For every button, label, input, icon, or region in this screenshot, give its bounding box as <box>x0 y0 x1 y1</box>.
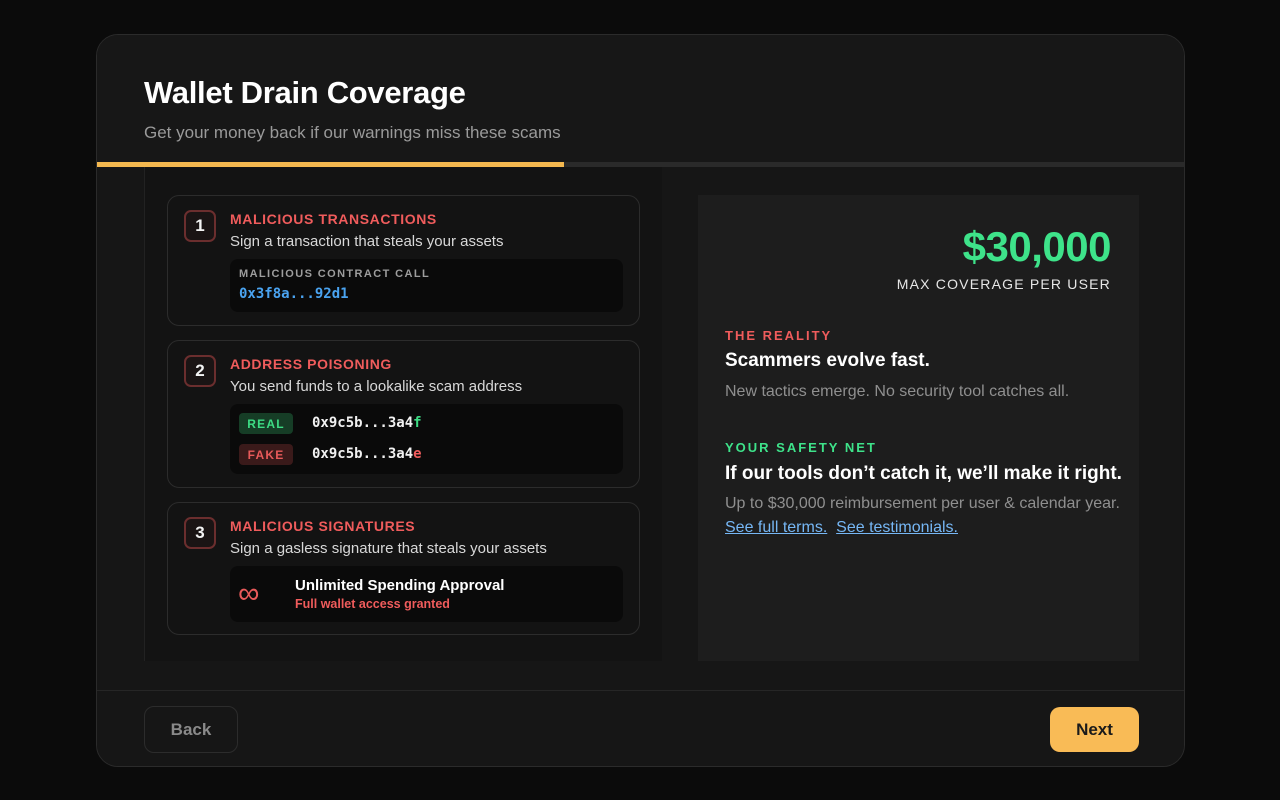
back-button[interactable]: Back <box>144 706 238 753</box>
fake-address: 0x9c5b...3a4e <box>312 446 422 462</box>
address-compare-box: REAL 0x9c5b...3a4f FAKE 0x9c5b...3a4e <box>230 404 623 474</box>
approval-box: ∞ Unlimited Spending Approval Full walle… <box>230 566 623 622</box>
safety-net-text: Up to $30,000 reimbursement per user & c… <box>725 492 1125 540</box>
step-number: 3 <box>184 517 216 549</box>
approval-subtitle: Full wallet access granted <box>295 597 450 611</box>
step-number: 1 <box>184 210 216 242</box>
coverage-modal: Wallet Drain Coverage Get your money bac… <box>96 34 1185 767</box>
card-description: You send funds to a lookalike scam addre… <box>230 378 523 395</box>
contract-call-box: MALICIOUS CONTRACT CALL 0x3f8a...92d1 <box>230 259 623 312</box>
real-address: 0x9c5b...3a4f <box>312 415 422 431</box>
reality-label: THE REALITY <box>725 328 833 343</box>
approval-title: Unlimited Spending Approval <box>295 577 505 594</box>
page-title: Wallet Drain Coverage <box>144 75 466 110</box>
page-subtitle: Get your money back if our warnings miss… <box>144 123 561 142</box>
coverage-label: MAX COVERAGE PER USER <box>896 276 1111 292</box>
next-button[interactable]: Next <box>1050 707 1139 752</box>
progress-fill <box>97 162 565 167</box>
fake-address-prefix: 0x9c5b...3a4 <box>312 446 414 462</box>
safety-net-heading: If our tools don’t catch it, we’ll make … <box>725 463 1122 484</box>
real-badge: REAL <box>239 413 293 434</box>
card-description: Sign a transaction that steals your asse… <box>230 233 504 250</box>
contract-label: MALICIOUS CONTRACT CALL <box>239 268 431 280</box>
coverage-panel: $30,000 MAX COVERAGE PER USER THE REALIT… <box>698 195 1139 661</box>
contract-address: 0x3f8a...92d1 <box>239 286 349 302</box>
real-address-prefix: 0x9c5b...3a4 <box>312 415 414 431</box>
scam-card-malicious-transactions: 1 MALICIOUS TRANSACTIONS Sign a transact… <box>167 195 640 326</box>
reality-text: New tactics emerge. No security tool cat… <box>725 383 1070 400</box>
safety-net-label: YOUR SAFETY NET <box>725 440 877 455</box>
testimonials-link[interactable]: See testimonials. <box>836 519 958 536</box>
fake-address-diff: e <box>413 446 422 462</box>
modal-footer: Back Next <box>97 690 1184 766</box>
full-terms-link[interactable]: See full terms. <box>725 519 828 536</box>
modal-body: 1 MALICIOUS TRANSACTIONS Sign a transact… <box>144 167 1184 690</box>
progress-bar <box>97 162 1184 167</box>
modal-header: Wallet Drain Coverage Get your money bac… <box>97 35 1184 167</box>
card-description: Sign a gasless signature that steals you… <box>230 540 547 557</box>
step-number: 2 <box>184 355 216 387</box>
real-address-diff: f <box>413 415 422 431</box>
safety-net-body: Up to $30,000 reimbursement per user & c… <box>725 495 1120 512</box>
scam-types-list: 1 MALICIOUS TRANSACTIONS Sign a transact… <box>144 167 662 661</box>
infinity-icon: ∞ <box>238 577 260 610</box>
fake-badge: FAKE <box>239 444 293 465</box>
coverage-amount: $30,000 <box>962 223 1112 270</box>
card-title: ADDRESS POISONING <box>230 356 392 372</box>
card-title: MALICIOUS TRANSACTIONS <box>230 211 437 227</box>
card-title: MALICIOUS SIGNATURES <box>230 518 416 534</box>
scam-card-malicious-signatures: 3 MALICIOUS SIGNATURES Sign a gasless si… <box>167 502 640 635</box>
scam-card-address-poisoning: 2 ADDRESS POISONING You send funds to a … <box>167 340 640 488</box>
reality-heading: Scammers evolve fast. <box>725 350 930 371</box>
